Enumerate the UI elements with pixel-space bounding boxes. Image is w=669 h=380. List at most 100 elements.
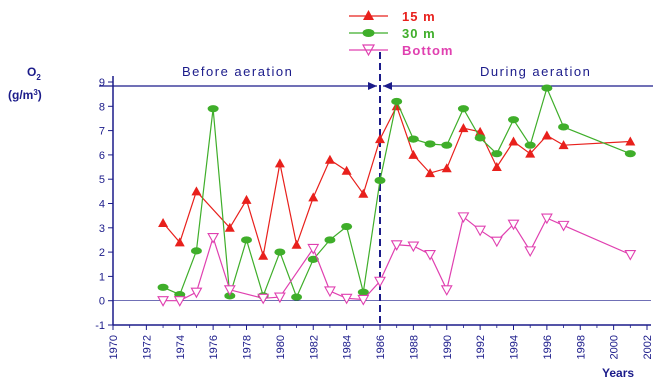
data-point [357,288,369,296]
x-tick-label: 1994 [509,335,521,359]
data-point [374,276,386,288]
data-point [407,135,419,143]
data-point [425,168,436,178]
data-point [508,116,519,124]
x-tick-label: 1984 [342,335,354,359]
data-point [507,219,520,231]
series-bottom [157,212,637,307]
data-point [324,286,336,298]
data-point [374,176,386,185]
data-point [190,287,203,299]
data-point [625,136,636,146]
data-point [624,249,637,261]
y-tick-label: 6 [99,150,105,162]
x-axis-label: Years [602,366,634,380]
x-tick-label: 1998 [575,335,587,359]
x-tick-label: 1970 [108,335,120,359]
svg-text:(g/m3): (g/m3) [8,88,42,102]
x-tick-label: 1992 [475,335,487,359]
data-point [158,217,169,227]
y-tick-label: 3 [99,223,105,235]
data-point [340,293,353,305]
data-point [307,243,320,255]
data-point [458,123,469,133]
y-tick-label: 8 [99,101,105,113]
x-tick-label: 1980 [275,335,287,359]
data-point [291,293,303,301]
data-point [241,194,252,204]
data-point [308,192,319,202]
series-15-m [158,101,636,260]
data-point [157,283,169,291]
data-point [291,239,302,249]
data-point [157,296,169,307]
data-point [541,130,552,140]
data-point [624,150,636,158]
data-point [207,105,219,113]
y-tick-label: 1 [99,271,105,283]
legend-item-15m: 15 m [349,9,435,24]
data-point [557,220,570,232]
legend-item-30m: 30 m [349,26,436,41]
x-tick-label: 1990 [442,335,454,359]
x-tick-label: 1978 [242,335,254,359]
x-tick-label: 1986 [375,335,387,359]
data-point [491,162,502,172]
y-axis-label: O2 (g/m3) [8,65,42,102]
y-tick-label: 9 [99,77,105,89]
data-point [558,140,569,150]
y-tick-label: 2 [99,247,105,259]
y-tick-label: 7 [99,126,105,138]
data-point [375,134,385,144]
data-point [307,255,319,263]
data-point [457,212,470,223]
data-point [207,232,220,244]
y-tick-label: 0 [99,296,105,308]
data-point [474,134,486,142]
series-line [163,215,631,302]
data-point [357,294,370,306]
data-point [341,165,352,175]
data-point [525,148,536,158]
data-point [441,141,453,149]
data-point [541,84,553,92]
data-point [324,236,336,244]
series-line [162,86,631,299]
legend-label-bottom: Bottom [402,43,454,58]
data-point [223,285,236,296]
data-point [274,248,286,256]
data-point [190,247,202,255]
data-point [341,222,353,231]
x-tick-label: 1996 [542,335,554,359]
data-point [558,123,570,131]
x-tick-label: 1976 [208,335,220,359]
y-tick-label: -1 [95,320,105,332]
legend-item-bottom: Bottom [349,43,454,58]
y-tick-label: 5 [99,174,105,186]
data-point [390,240,403,251]
data-point [191,186,202,196]
y-tick-label: 4 [99,199,105,211]
data-point [457,105,469,113]
data-point [408,149,419,159]
series-30-m [157,84,636,301]
data-point [391,97,403,106]
data-point [324,154,335,164]
phase-arrow-before-head [368,82,377,90]
data-point [358,188,369,198]
phase-label-during: During aeration [480,64,591,79]
legend-label-30m: 30 m [402,26,436,41]
data-point [440,285,453,296]
data-point [524,246,537,258]
x-tick-label: 2002 [642,335,654,359]
data-point [490,236,503,248]
phase-label-before: Before aeration [182,64,293,79]
data-point [241,236,252,244]
data-point [257,293,270,305]
x-tick-label: 1974 [175,335,187,359]
x-tick-label: 1982 [308,335,320,359]
phase-arrow-during-head [383,82,392,90]
data-point [274,158,285,168]
data-point [424,140,436,148]
